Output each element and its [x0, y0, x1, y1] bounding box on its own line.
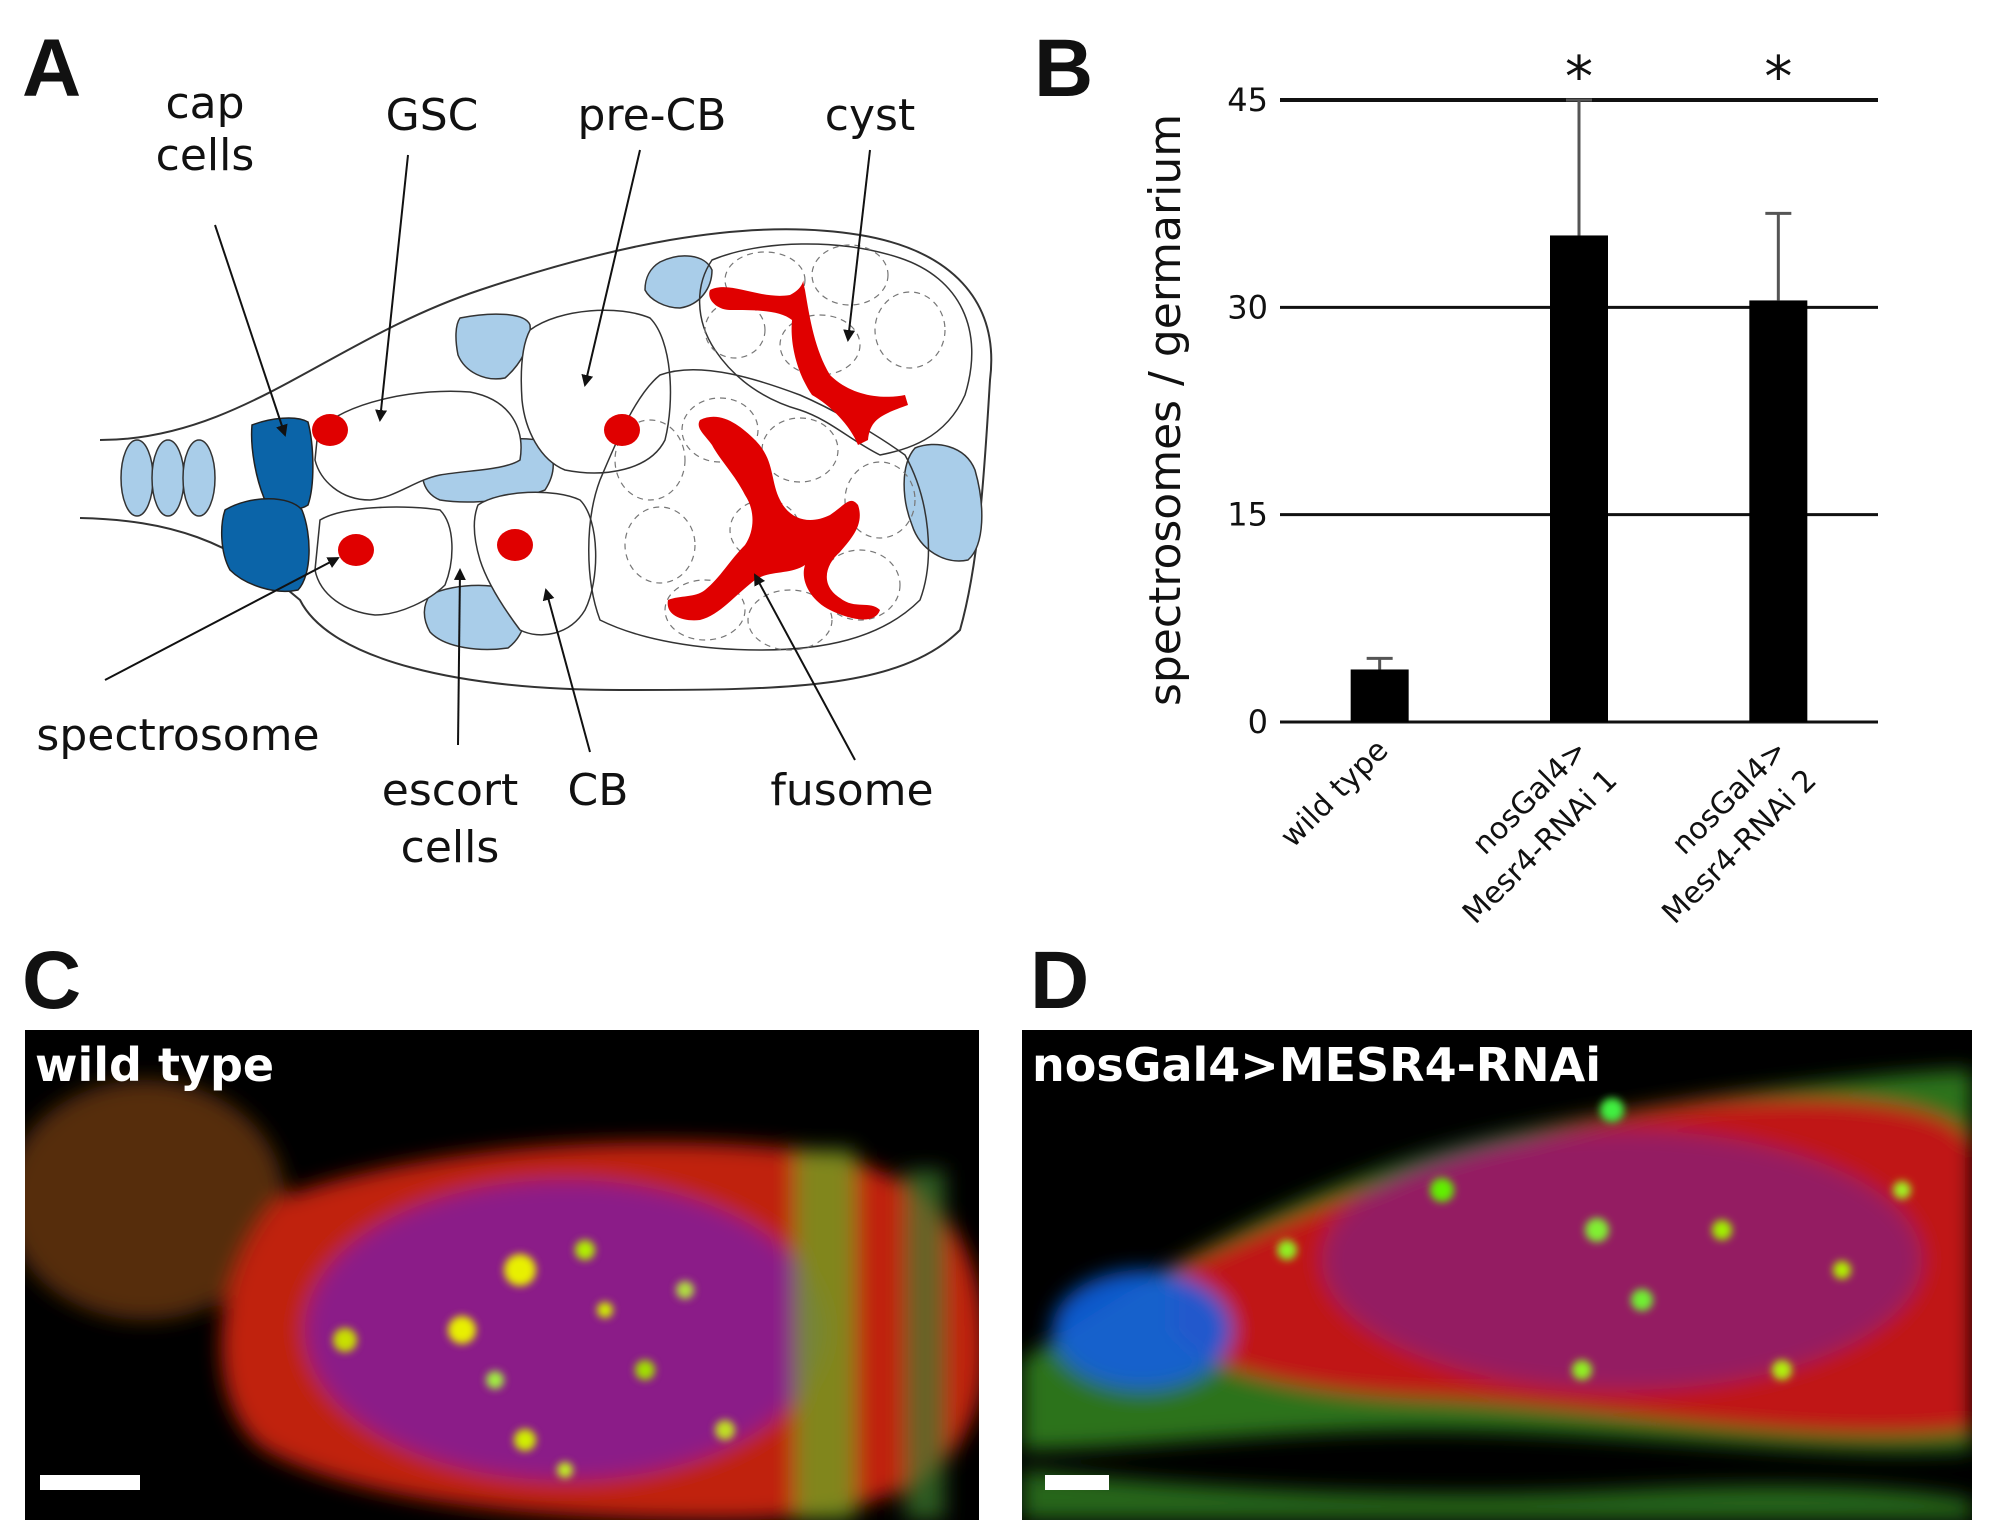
- spectrosome-dot: [497, 529, 533, 561]
- category-label: nosGal4>Mesr4-RNAi 1: [1426, 733, 1624, 931]
- fusome-upper: [709, 280, 908, 445]
- micrograph-wild-type: wild type: [25, 1030, 979, 1520]
- y-tick-label: 15: [1227, 496, 1268, 534]
- terminal-filament-cell: [182, 439, 216, 517]
- label-spectrosome: spectrosome: [36, 710, 319, 761]
- scale-bar: [40, 1475, 140, 1490]
- label-fusome: fusome: [770, 765, 933, 816]
- y-tick-label: 30: [1227, 288, 1268, 326]
- bar: [1550, 235, 1608, 723]
- bar: [1350, 669, 1409, 722]
- chart-category-labels: wild type nosGal4>Mesr4-RNAi 1 nosGal4>Mes…: [1274, 733, 1824, 931]
- label-escort-cells: cells: [401, 822, 500, 873]
- cap-cell: [220, 498, 310, 592]
- y-tick-label: 0: [1248, 703, 1268, 741]
- panel-letter-b: B: [1034, 23, 1094, 114]
- chart-tick-labels: 0 15 30 45: [1227, 81, 1268, 741]
- gsc-cell: [314, 506, 453, 616]
- micrograph-image: [25, 1080, 979, 1520]
- chart-bars: [1350, 235, 1808, 723]
- label-escort-cells: escort: [382, 765, 518, 816]
- label-cap-cells: cells: [156, 130, 255, 181]
- label-gsc: GSC: [386, 90, 479, 141]
- somatic-cell: [455, 313, 531, 380]
- chart-significance: * *: [1565, 45, 1792, 110]
- panel-letter-d: D: [1030, 935, 1090, 1026]
- category-label: wild type: [1274, 733, 1395, 854]
- label-cyst: cyst: [825, 90, 915, 141]
- cyst-outline: [588, 368, 930, 651]
- cyst-subcells: [614, 244, 946, 651]
- micrograph-label-rnai: nosGal4>MESR4-RNAi: [1032, 1038, 1601, 1092]
- somatic-cell: [903, 443, 983, 562]
- y-tick-label: 45: [1227, 81, 1268, 119]
- significance-marker: *: [1565, 45, 1593, 110]
- micrograph-image: [1022, 1070, 1972, 1520]
- annotation-arrows: [104, 149, 871, 761]
- significance-marker: *: [1764, 45, 1792, 110]
- label-cb: CB: [568, 765, 629, 816]
- spectrosome-dot: [312, 414, 348, 446]
- chart-y-axis-label: spectrosomes / germarium: [1140, 114, 1191, 706]
- micrograph-label-wild-type: wild type: [35, 1038, 275, 1092]
- gsc-cell: [314, 390, 522, 501]
- panel-letter-c: C: [22, 935, 82, 1026]
- germarium-diagram: cap cells GSC pre-CB cyst spectrosome es…: [36, 78, 993, 873]
- germarium-outline: [79, 228, 993, 692]
- spectrosome-dot: [338, 534, 374, 566]
- scale-bar: [1045, 1475, 1109, 1490]
- cap-cell: [250, 417, 314, 511]
- panel-letter-a: A: [22, 23, 82, 114]
- chart-error-bars: [1366, 98, 1792, 670]
- somatic-cell: [644, 255, 713, 309]
- fusome-lower: [667, 416, 880, 621]
- micrograph-mesr4-rnai: nosGal4>MESR4-RNAi: [1022, 1030, 1972, 1520]
- label-pre-cb: pre-CB: [578, 90, 727, 141]
- label-cap-cells: cap: [165, 78, 244, 129]
- category-label: nosGal4>Mesr4-RNAi 2: [1626, 733, 1824, 931]
- bar: [1749, 300, 1808, 722]
- spectrosome-dot: [604, 414, 640, 446]
- cb-cell: [473, 491, 597, 636]
